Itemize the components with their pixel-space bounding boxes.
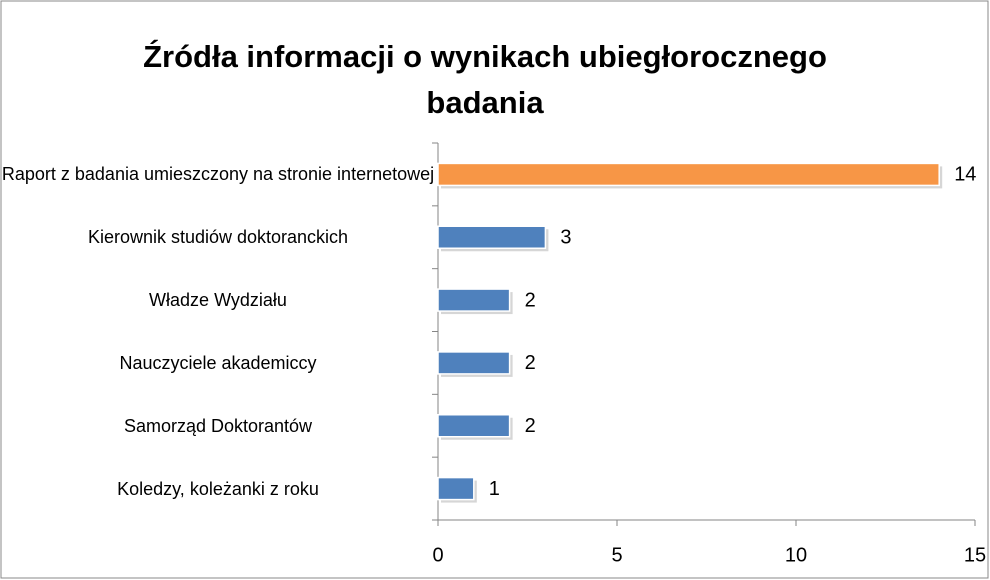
y-tick-label: Koledzy, koleżanki z roku bbox=[117, 478, 319, 499]
y-tick-label: Nauczyciele akademiccy bbox=[119, 352, 317, 373]
x-tick-label: 5 bbox=[611, 544, 622, 566]
bar bbox=[437, 476, 475, 501]
x-tick-label: 10 bbox=[785, 544, 807, 566]
value-label: 3 bbox=[560, 227, 571, 249]
bar bbox=[437, 288, 511, 312]
y-tick-label: Kierownik studiów doktoranckich bbox=[87, 227, 349, 248]
y-tick-label: Samorząd Doktorantów bbox=[123, 415, 313, 436]
bar bbox=[437, 162, 940, 187]
chart-title: Źródła informacji o wynikach ubiegłorocz… bbox=[143, 39, 827, 120]
x-tick-label: 15 bbox=[964, 544, 986, 566]
y-tick-label: Władze Wydziału bbox=[149, 290, 287, 311]
bar bbox=[437, 414, 511, 438]
value-label: 1 bbox=[489, 478, 500, 500]
value-label: 2 bbox=[525, 415, 536, 437]
bar bbox=[437, 351, 511, 375]
y-tick-label: Raport z badania umieszczony na stronie … bbox=[1, 164, 435, 185]
bar bbox=[437, 225, 547, 249]
value-label: 2 bbox=[525, 352, 536, 374]
value-label: 2 bbox=[525, 289, 536, 311]
value-label: 14 bbox=[954, 164, 976, 186]
x-tick-label: 0 bbox=[432, 544, 443, 566]
